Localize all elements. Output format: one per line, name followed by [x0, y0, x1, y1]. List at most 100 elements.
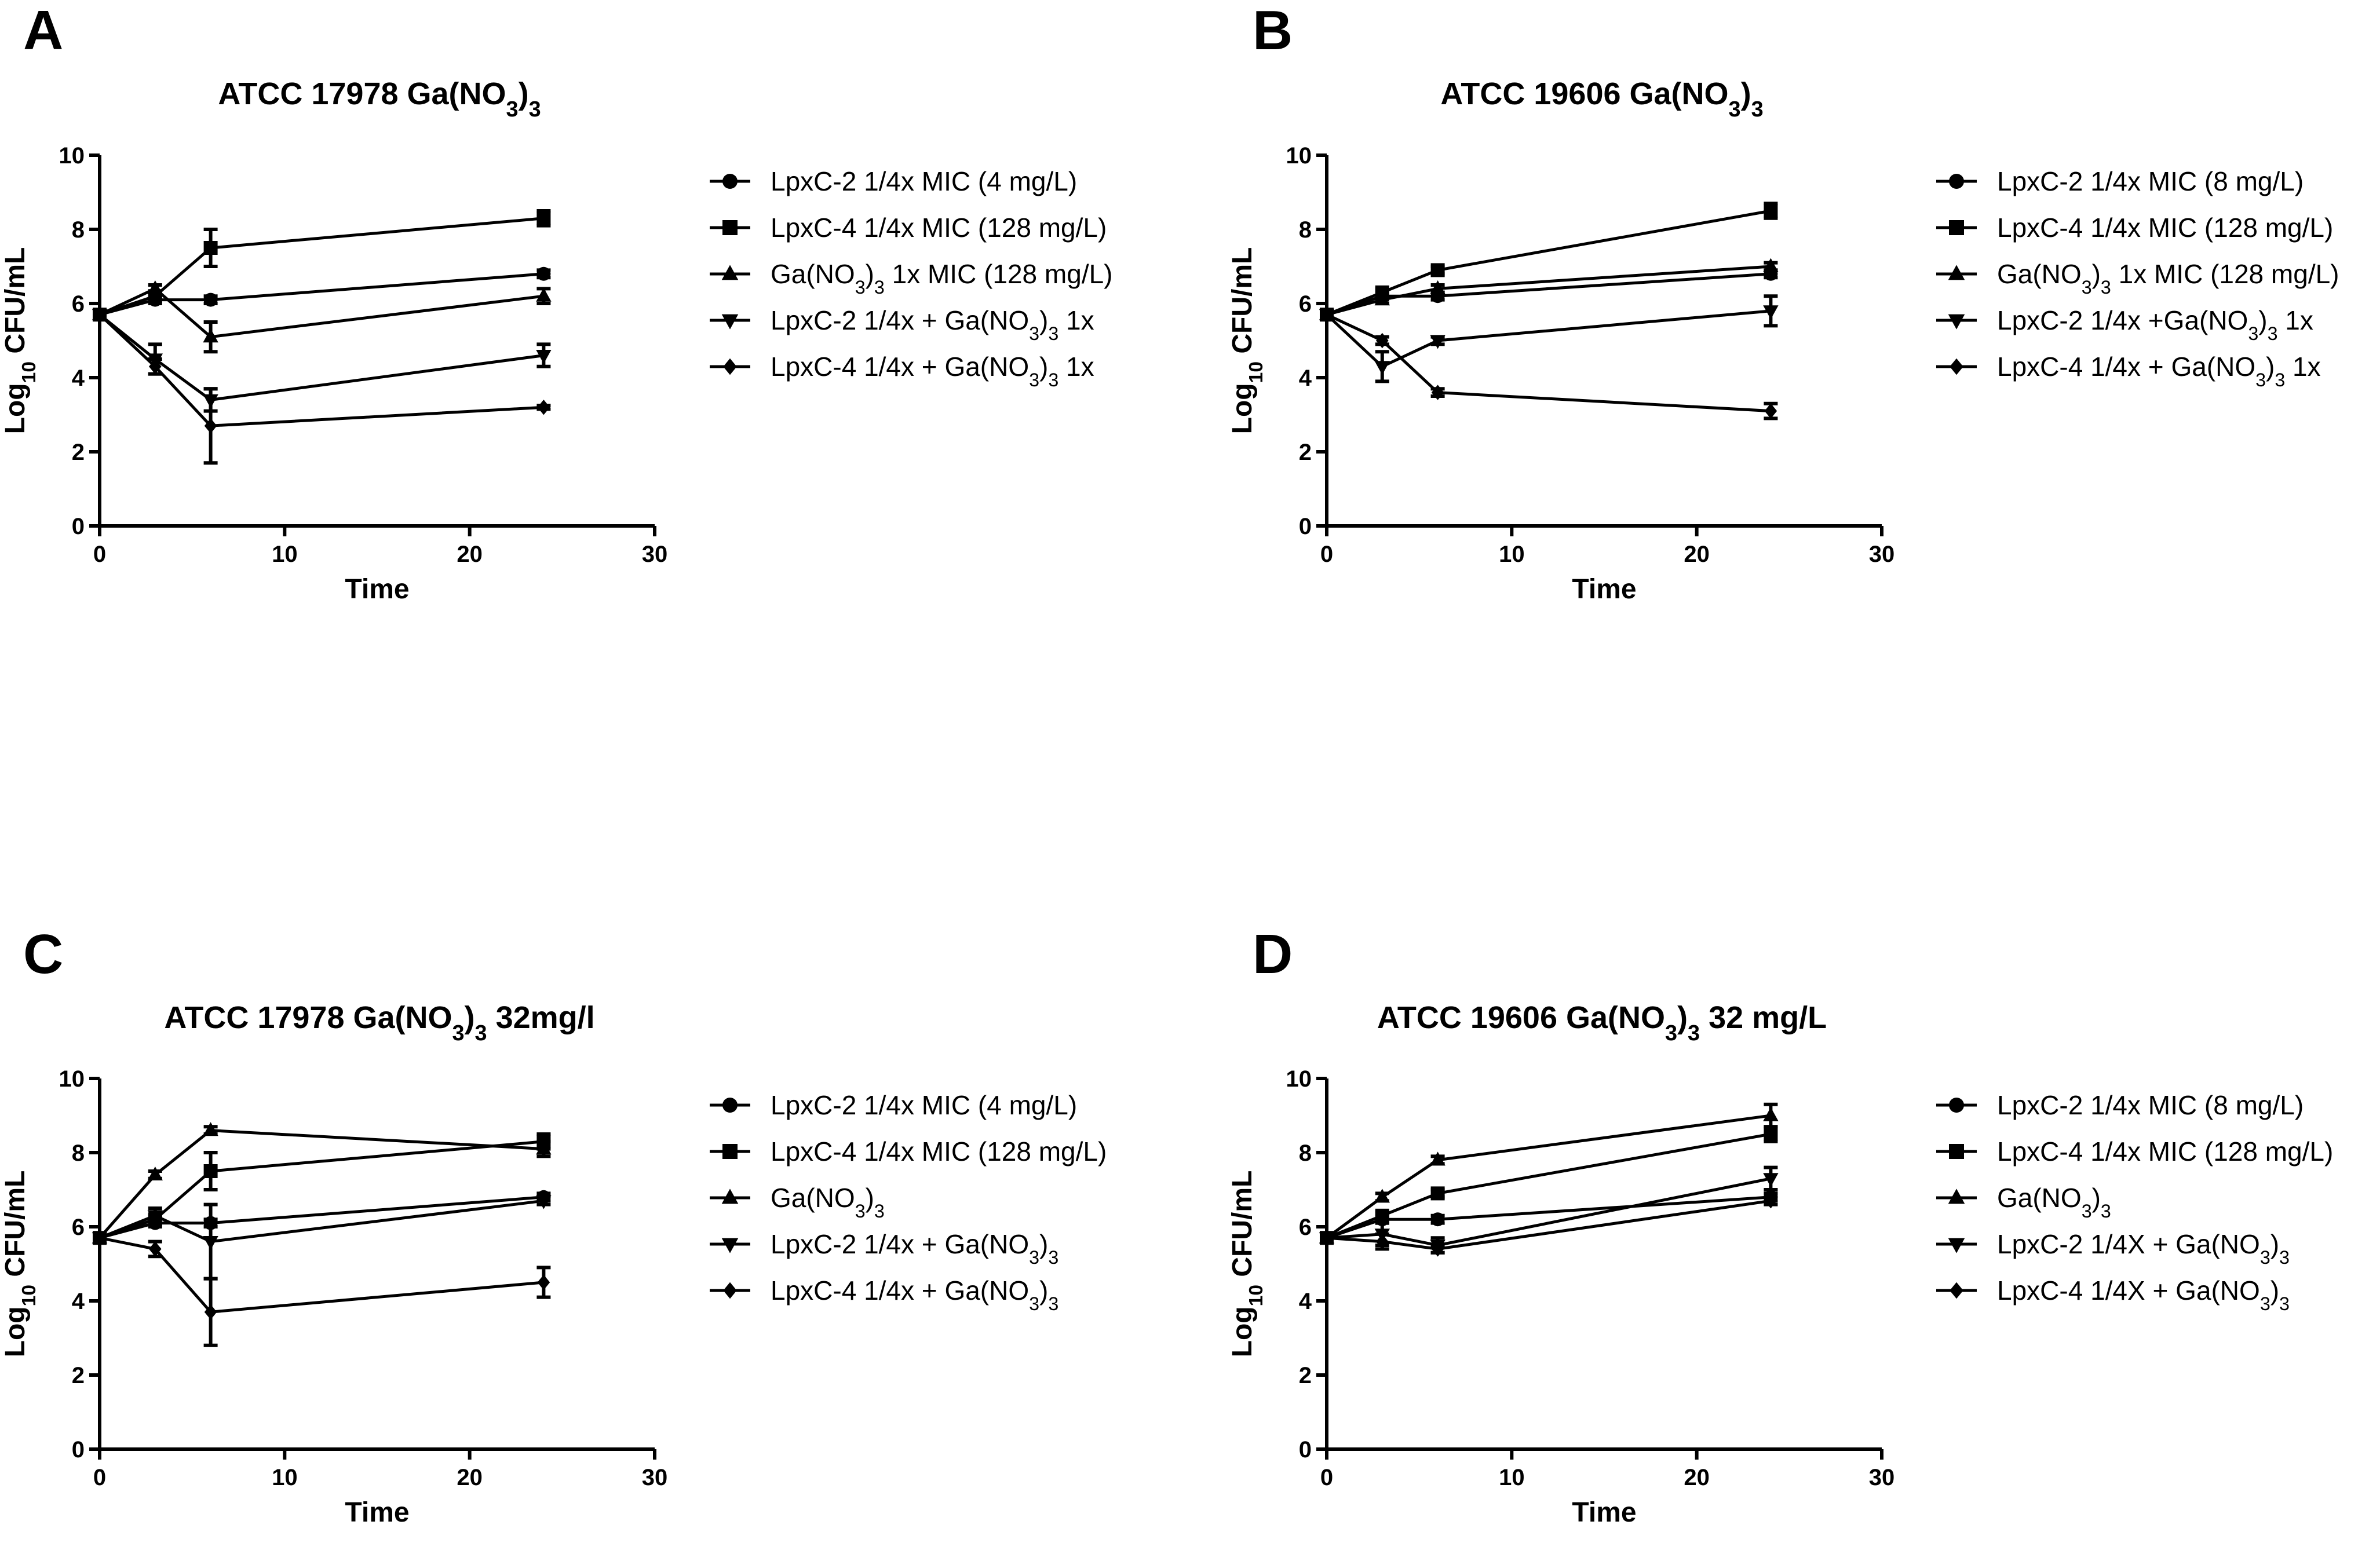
legend-label-part: 3 — [855, 1201, 866, 1222]
y-tick-label: 10 — [59, 143, 85, 169]
y-axis-label-part: CFU/mL — [0, 247, 31, 361]
data-point — [1764, 1127, 1778, 1141]
y-axis-label: Log10 CFU/mL — [0, 1171, 40, 1358]
legend-label-part: ) — [866, 1183, 874, 1213]
series-line — [99, 1199, 544, 1244]
legend-item: Ga(NO3)3 1x MIC (128 mg/L) — [710, 259, 1113, 298]
y-tick-label: 4 — [1299, 365, 1312, 391]
x-axis-label: Time — [345, 574, 409, 605]
series-line — [99, 1140, 544, 1239]
chart-title: ATCC 19606 Ga(NO3)3 — [1440, 76, 1763, 122]
data-point — [147, 280, 163, 294]
legend-label: LpxC-2 1/4x MIC (8 mg/L) — [1997, 1090, 2304, 1120]
y-tick-label: 8 — [72, 1140, 85, 1166]
x-tick-label: 20 — [457, 1465, 483, 1490]
data-point — [203, 1164, 218, 1178]
legend-marker — [1949, 1144, 1964, 1159]
legend-item: LpxC-4 1/4x + Ga(NO3)3 1x — [1936, 352, 2321, 390]
legend-label-part: 3 — [2255, 370, 2266, 390]
legend-label-part: 3 — [2268, 323, 2278, 344]
legend-marker — [721, 314, 739, 330]
chart-title-part: ) — [519, 76, 529, 111]
y-tick-label: 6 — [1299, 291, 1312, 317]
chart-title: ATCC 17978 Ga(NO3)3 32mg/l — [164, 1000, 594, 1045]
data-point — [1430, 280, 1445, 294]
data-point — [1430, 335, 1445, 349]
legend-marker — [1949, 220, 1964, 235]
legend-label-part: ) — [2266, 352, 2275, 382]
legend-label: LpxC-2 1/4x + Ga(NO3)3 1x — [771, 305, 1094, 344]
legend-label-part: 3 — [1029, 1247, 1039, 1268]
legend-item: LpxC-4 1/4x MIC (128 mg/L) — [710, 213, 1107, 243]
y-tick-label: 8 — [1299, 217, 1312, 243]
series-line — [1326, 1132, 1771, 1239]
x-tick-label: 0 — [1320, 542, 1333, 567]
data-point — [147, 1210, 163, 1224]
legend-label-part: 3 — [2248, 323, 2258, 344]
chart-title-part: 3 — [506, 97, 519, 122]
legend-label-part: 3 — [2101, 277, 2111, 298]
y-tick-label: 0 — [72, 514, 85, 539]
data-point — [536, 1195, 552, 1209]
legend-label: LpxC-4 1/4x MIC (128 mg/L) — [1997, 213, 2333, 243]
chart-title-part: 32 mg/L — [1700, 1000, 1827, 1035]
panel-letter: A — [23, 0, 63, 61]
legend-label-part: LpxC-2 1/4X + Ga(NO — [1997, 1229, 2260, 1259]
legend-item: LpxC-2 1/4x MIC (8 mg/L) — [1936, 166, 2304, 196]
legend-label-part: 3 — [1048, 370, 1058, 390]
legend-label-part: ) — [2258, 305, 2267, 335]
legend-item: LpxC-4 1/4x MIC (128 mg/L) — [1936, 213, 2333, 243]
series-line — [1326, 1114, 1771, 1239]
legend-label-part: 1x MIC (128 mg/L) — [885, 259, 1113, 289]
legend-label: Ga(NO3)3 — [771, 1183, 885, 1222]
legend-item: Ga(NO3)3 — [710, 1183, 885, 1222]
legend-label-part: 3 — [2260, 1293, 2271, 1314]
legend-label-part: LpxC-4 1/4X + Ga(NO — [1997, 1275, 2260, 1306]
data-point — [203, 1122, 218, 1136]
data-point — [1431, 1241, 1444, 1257]
series-5 — [93, 307, 551, 465]
y-tick-label: 0 — [72, 1437, 85, 1462]
data-point — [1376, 1234, 1389, 1249]
y-tick-label: 2 — [1299, 1363, 1312, 1388]
y-tick-label: 0 — [1299, 1437, 1312, 1462]
x-tick-label: 10 — [1499, 542, 1525, 567]
legend-label-part: ) — [2092, 259, 2101, 289]
legend-label-part: 3 — [874, 1201, 885, 1222]
y-tick-label: 6 — [1299, 1215, 1312, 1240]
series-5 — [1320, 1193, 1778, 1257]
y-tick-label: 0 — [1299, 514, 1312, 539]
y-tick-label: 4 — [1299, 1289, 1312, 1314]
y-tick-label: 6 — [72, 291, 85, 317]
data-point — [1374, 1189, 1390, 1203]
y-tick-label: 10 — [1286, 1066, 1312, 1092]
legend-label-part: ) — [1039, 1229, 1048, 1259]
legend-marker — [721, 265, 739, 280]
data-point — [203, 328, 218, 343]
legend-item: LpxC-2 1/4x MIC (4 mg/L) — [710, 166, 1077, 196]
panel-letter: C — [23, 923, 63, 985]
legend-label-part: Ga(NO — [771, 259, 855, 289]
legend-label: LpxC-2 1/4x MIC (4 mg/L) — [771, 166, 1077, 196]
x-tick-label: 0 — [1320, 1465, 1333, 1490]
legend-label-part: 3 — [2260, 1247, 2271, 1268]
chart-title-part: 3 — [1665, 1021, 1677, 1045]
data-point — [1764, 403, 1777, 419]
data-point — [1376, 332, 1389, 349]
legend-label-part: 3 — [874, 277, 885, 298]
legend-label-part: 3 — [1029, 1293, 1039, 1314]
legend-label-part: 3 — [1048, 1293, 1058, 1314]
legend-marker — [1950, 358, 1963, 375]
chart-title-part: 3 — [452, 1021, 465, 1045]
legend-marker — [721, 1238, 739, 1253]
y-axis-label-part: Log — [1227, 1306, 1258, 1357]
legend-marker — [722, 220, 738, 235]
data-point — [1763, 305, 1779, 320]
x-tick-label: 0 — [93, 542, 106, 567]
legend-label: LpxC-4 1/4x MIC (128 mg/L) — [771, 1136, 1107, 1167]
legend-marker — [722, 1098, 738, 1113]
y-axis-label-part: Log — [0, 383, 31, 434]
